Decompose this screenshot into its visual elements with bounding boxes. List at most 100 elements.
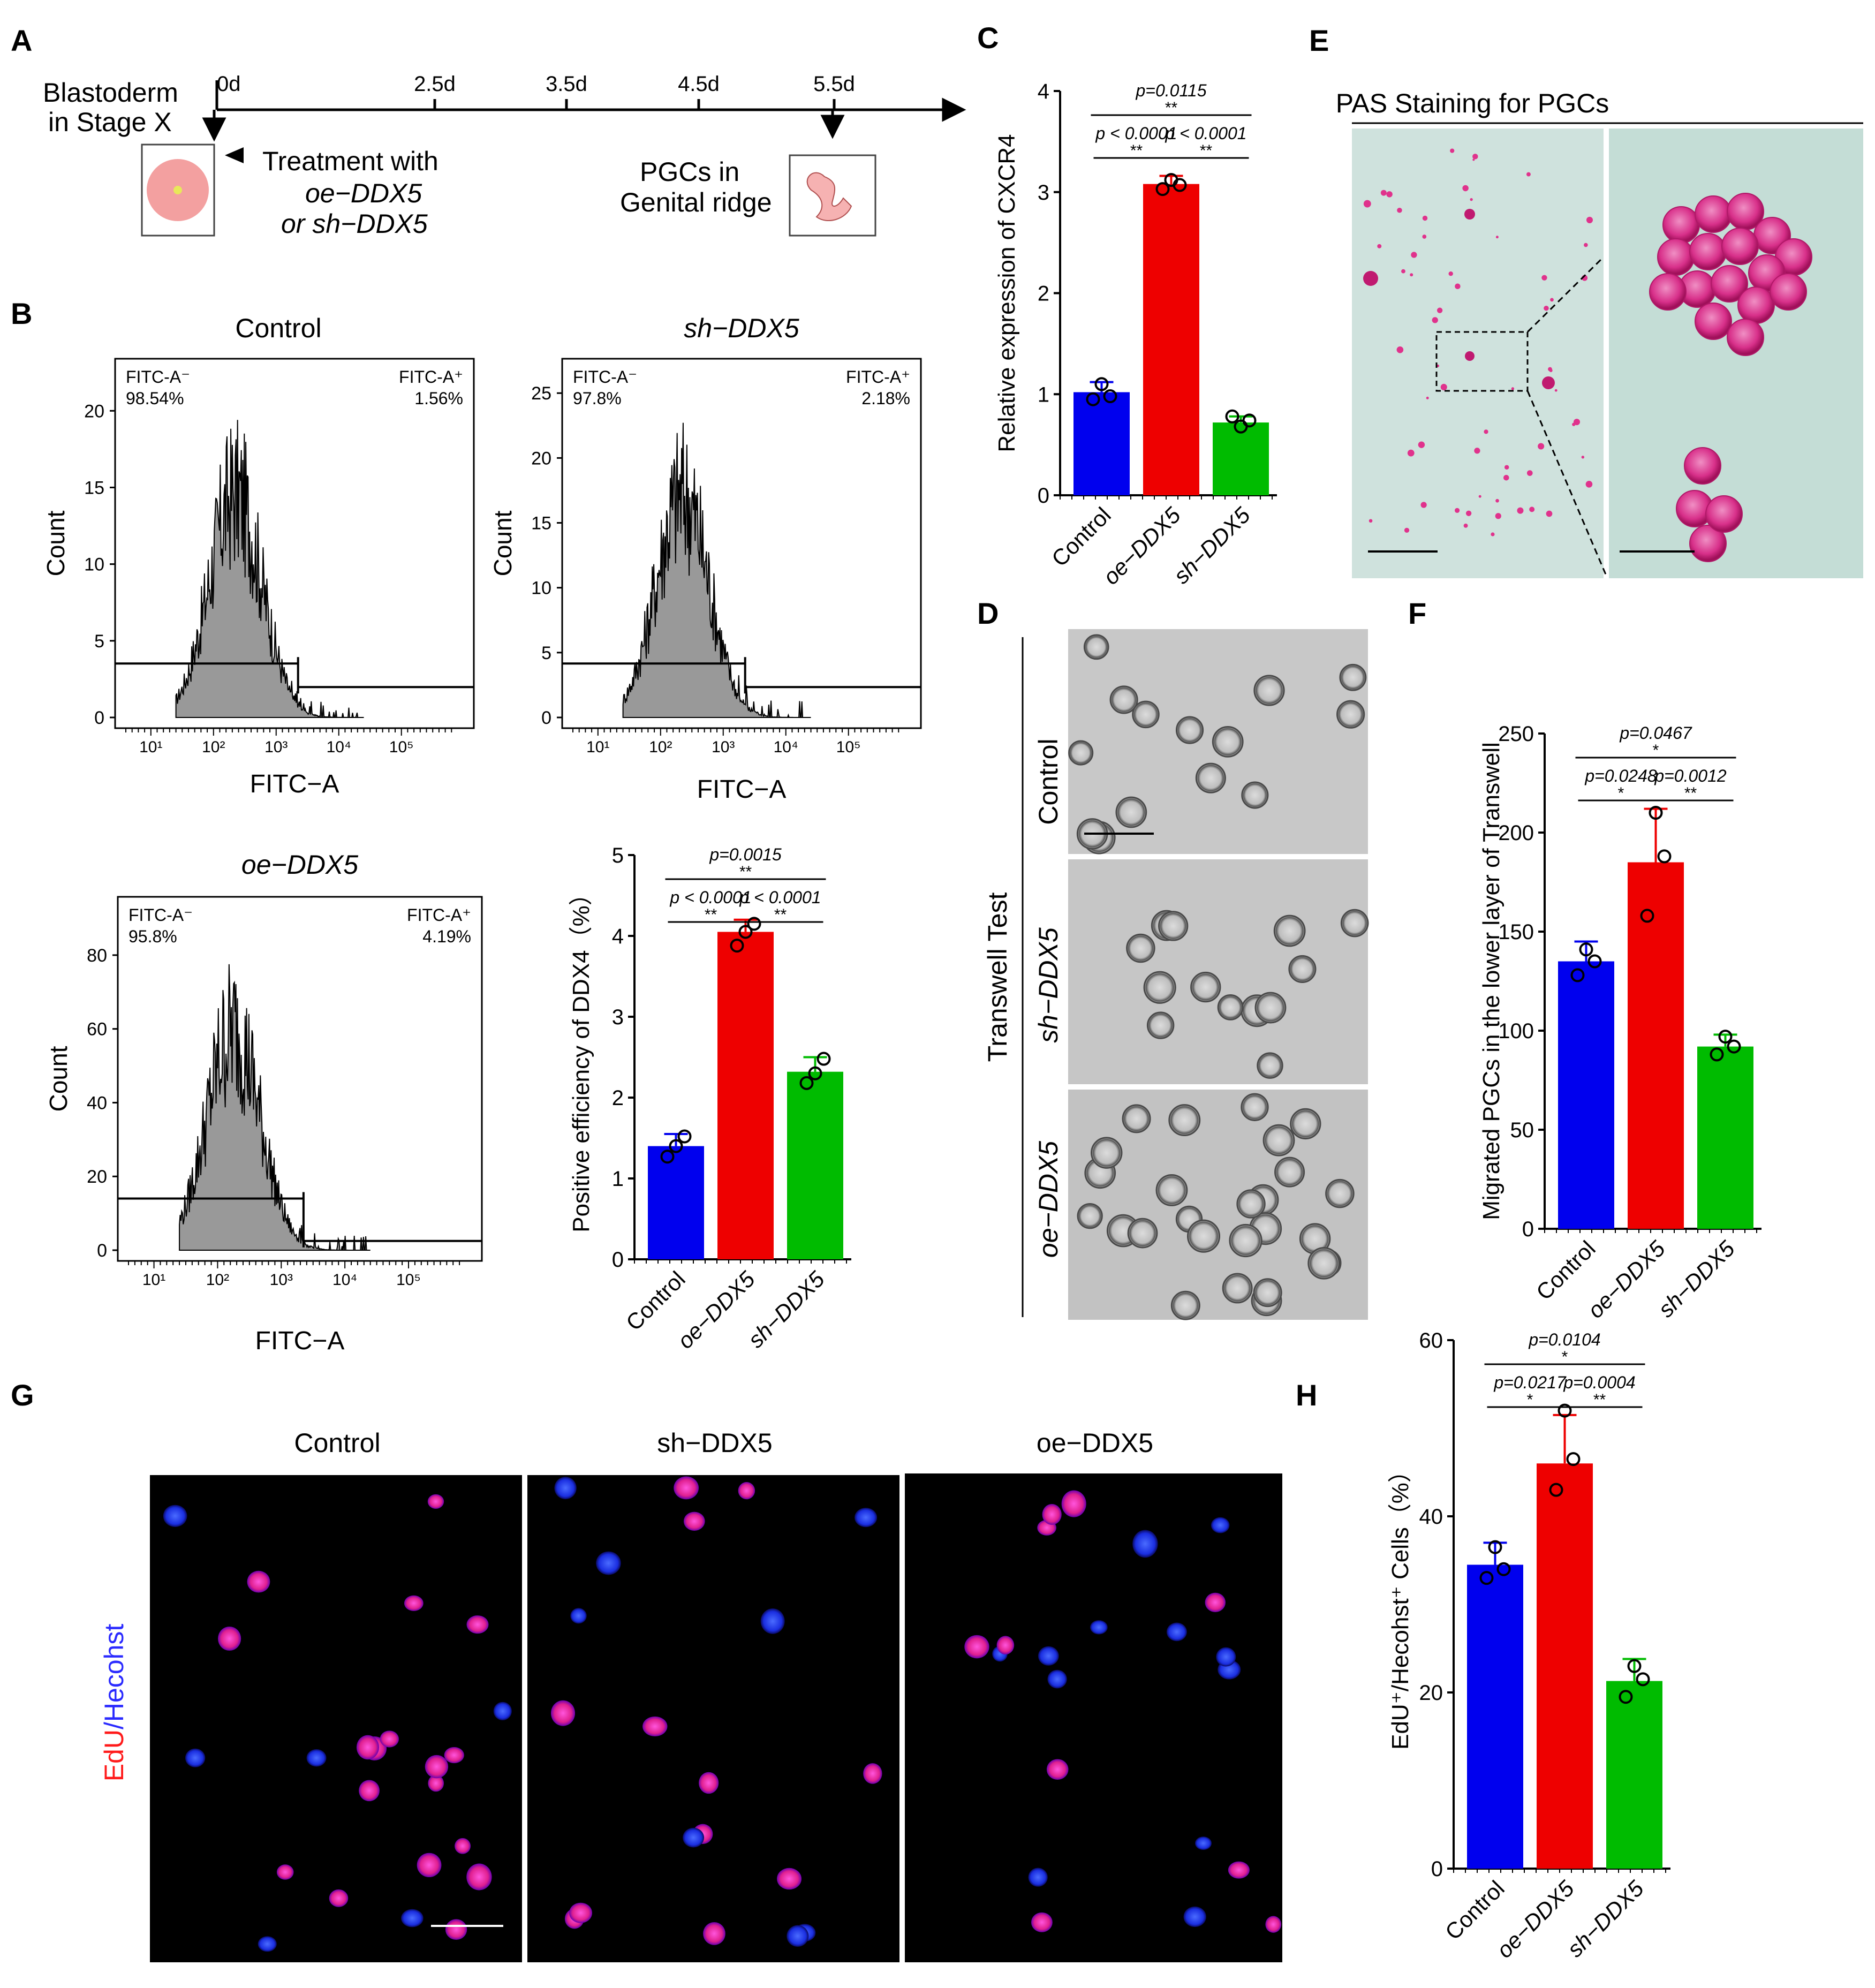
pas-speck xyxy=(1437,307,1443,313)
sig-stars: ** xyxy=(739,863,752,881)
panel-letter-g: G xyxy=(11,1378,34,1412)
cell xyxy=(1217,994,1244,1021)
sig-stars: * xyxy=(1527,1391,1533,1409)
data-point xyxy=(1649,806,1663,820)
histogram-title: oe−DDX5 xyxy=(241,850,358,880)
histogram-y-label: Count xyxy=(44,1046,72,1112)
x-tick-label: oe−DDX5 xyxy=(672,1266,760,1354)
data-point xyxy=(799,1076,814,1090)
x-tick-label: oe−DDX5 xyxy=(1492,1876,1579,1963)
panel-letter-h: H xyxy=(1296,1378,1317,1412)
p-value: p=0.0115 xyxy=(1136,81,1207,100)
bar-0 xyxy=(1467,1564,1523,1869)
panel-letter-a: A xyxy=(11,24,32,57)
p-value: p < 0.0001 xyxy=(1165,124,1246,143)
data-point xyxy=(1242,413,1257,428)
cell xyxy=(1307,1247,1340,1280)
pas-speck xyxy=(1517,507,1524,514)
cell xyxy=(1170,1290,1200,1320)
pas-speck xyxy=(1495,513,1501,519)
fluor-image-oe xyxy=(905,1473,1282,1962)
cell xyxy=(1262,1124,1295,1156)
blastoderm-label-1: Blastoderm xyxy=(43,78,178,108)
pas-speck xyxy=(1504,465,1509,470)
gate-pos-value: 4.19% xyxy=(422,927,471,946)
y-tick-label: 5 xyxy=(541,643,551,663)
nucleus xyxy=(404,1595,424,1611)
fluor-image-sh xyxy=(527,1475,899,1962)
nucleus xyxy=(570,1608,587,1624)
nucleus xyxy=(329,1889,349,1907)
data-point xyxy=(747,917,761,931)
tick-4-5d: 4.5d xyxy=(678,72,720,96)
nucleus xyxy=(683,1511,705,1531)
panel-letter-b: B xyxy=(11,297,32,330)
y-tick-label: 4 xyxy=(612,925,624,948)
x-tick-label: 10² xyxy=(206,1271,229,1289)
y-tick-label: 5 xyxy=(94,631,104,652)
cell xyxy=(1212,725,1244,758)
zoom-box xyxy=(1435,331,1529,392)
cell xyxy=(1122,1104,1151,1133)
cell xyxy=(1222,1273,1253,1304)
x-tick-label: 10⁴ xyxy=(327,738,351,756)
histogram-x-label: FITC−A xyxy=(697,775,787,804)
cell xyxy=(1068,740,1094,766)
fluor-col-label-control: Control xyxy=(294,1428,380,1458)
x-tick-label: oe−DDX5 xyxy=(1098,502,1185,589)
pgc-label-2: Genital ridge xyxy=(620,187,772,217)
tick-3-5d: 3.5d xyxy=(546,72,587,96)
data-point xyxy=(808,1066,822,1080)
data-point xyxy=(1103,389,1117,404)
pas-speck xyxy=(1420,502,1427,508)
x-tick-label: 10¹ xyxy=(586,738,609,756)
sig-stars: ** xyxy=(774,906,787,924)
gate-neg-label: FITC-A⁻ xyxy=(128,905,193,925)
x-tick-label: Control xyxy=(1047,502,1116,571)
pas-speck xyxy=(1495,236,1499,239)
histogram-oe-ddx5: oe−DDX5 0 20 40 60 80 Count 10¹ 10² 10³ 10⁴ 10⁵ FITC… xyxy=(44,850,483,1355)
sig-stars: ** xyxy=(1593,1391,1606,1409)
data-point xyxy=(1587,954,1602,969)
nucleus xyxy=(427,1494,444,1509)
nucleus xyxy=(359,1780,380,1802)
edu-label: EdU xyxy=(99,1729,129,1781)
x-tick-label: 10⁵ xyxy=(836,738,861,756)
y-tick-label: 0 xyxy=(1522,1218,1534,1241)
pas-speck xyxy=(1554,389,1558,392)
cell xyxy=(1229,1223,1262,1258)
pas-speck xyxy=(1440,383,1447,390)
cell xyxy=(1339,663,1367,691)
cell xyxy=(1143,971,1176,1004)
histogram-title: sh−DDX5 xyxy=(684,313,799,343)
y-axis-label: Migrated PGCs in the lower layer of Tran… xyxy=(1478,742,1504,1220)
nucleus xyxy=(401,1909,424,1927)
data-point xyxy=(730,939,744,953)
pas-cluster xyxy=(1542,376,1555,389)
p-value: p < 0.0001 xyxy=(669,888,751,907)
x-tick-label: 10¹ xyxy=(142,1271,165,1289)
y-tick-label: 50 xyxy=(1510,1118,1534,1142)
bar-0 xyxy=(648,1146,704,1259)
cell xyxy=(1253,1278,1282,1307)
data-point xyxy=(1657,849,1672,864)
y-tick-label: 0 xyxy=(97,1241,107,1261)
transwell-cells xyxy=(1068,634,1369,1320)
gate-neg-label: FITC-A⁻ xyxy=(573,367,637,387)
sig-stars: ** xyxy=(1200,142,1213,160)
pas-speck xyxy=(1450,148,1455,153)
y-tick-label: 15 xyxy=(84,478,104,498)
transwell-row-label-control: Control xyxy=(1033,738,1063,825)
cell xyxy=(1290,1108,1321,1140)
y-tick-label: 0 xyxy=(1038,484,1049,508)
y-tick-label: 10 xyxy=(531,578,551,599)
cell xyxy=(1115,796,1147,828)
cell xyxy=(1077,1203,1103,1229)
cell xyxy=(1158,911,1189,941)
histogram-frame xyxy=(117,896,483,1262)
data-point xyxy=(1488,1540,1502,1554)
pas-speck xyxy=(1586,216,1593,223)
cell xyxy=(1186,1219,1221,1253)
data-point xyxy=(677,1129,692,1144)
